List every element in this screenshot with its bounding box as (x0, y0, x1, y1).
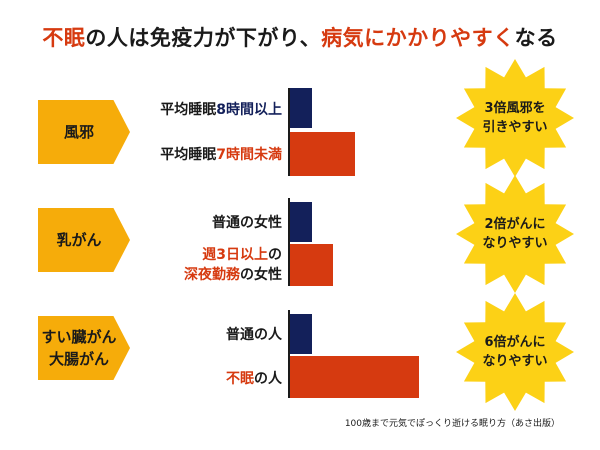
bar-under-7h-sleep (290, 132, 355, 176)
annotation-text: 3倍風邪を 引きやすい (482, 101, 548, 135)
annotation-text: 6倍がんに なりやすい (482, 335, 548, 369)
title-highlight-illness: 病気にかかりやすく (321, 26, 515, 50)
starburst-shape (456, 59, 574, 177)
axis-line-cancer (288, 310, 290, 398)
label-text: 普通の女性 (212, 215, 282, 231)
category-tag-pancreatic-colon-cancer: すい臓がん 大腸がん (38, 316, 130, 380)
title-text-end: なる (514, 26, 558, 50)
bar-insomnia-people (290, 356, 419, 398)
starburst-annotation-breast-cancer: 2倍がんに なりやすい (455, 174, 575, 294)
category-label: すい臓がん 大腸がん (41, 328, 117, 368)
bar-8h-sleep (290, 88, 312, 128)
category-tag-breast-cancer: 乳がん (38, 208, 130, 272)
bar-label-normal-women: 普通の女性 (212, 213, 282, 233)
label-row: 週3日以上の (184, 245, 282, 265)
starburst-annotation-cancer: 6倍がんに なりやすい (455, 292, 575, 412)
bar-normal-women (290, 202, 312, 242)
label-highlight: 週3日以上 (202, 247, 268, 263)
label-text: の (268, 247, 282, 263)
category-label: 風邪 (63, 123, 94, 141)
title-highlight-insomnia: 不眠 (42, 26, 86, 50)
bar-night-shift-women (290, 244, 333, 286)
label-highlight: 8時間以上 (216, 102, 282, 118)
axis-line-cold (288, 88, 290, 176)
bar-label-8h-sleep: 平均睡眠8時間以上 (160, 100, 282, 120)
starburst-annotation-cold: 3倍風邪を 引きやすい (455, 58, 575, 178)
label-highlight: 深夜勤務 (184, 267, 240, 283)
bar-normal-people (290, 314, 312, 354)
category-label: 乳がん (56, 231, 102, 249)
starburst-shape (456, 293, 574, 411)
label-row: 深夜勤務の女性 (184, 265, 282, 285)
label-text: の女性 (240, 267, 282, 283)
bar-label-insomnia-people: 不眠の人 (226, 369, 282, 389)
label-text: 平均睡眠 (160, 147, 217, 163)
category-tag-cold: 風邪 (38, 100, 130, 164)
label-highlight: 7時間未満 (216, 147, 282, 163)
label-text: 平均睡眠 (160, 102, 217, 118)
starburst-shape (456, 175, 574, 293)
bar-label-under-7h-sleep: 平均睡眠7時間未満 (160, 145, 282, 165)
page-title: 不眠の人は免疫力が下がり、病気にかかりやすくなる (0, 22, 600, 52)
label-text: の人 (254, 371, 282, 387)
bar-label-night-shift-women: 週3日以上の 深夜勤務の女性 (184, 245, 282, 285)
bar-label-normal-people: 普通の人 (226, 325, 282, 345)
source-citation: 100歳まで元気でぽっくり逝ける眠り方（あさ出版） (344, 419, 560, 429)
label-highlight: 不眠 (226, 371, 254, 387)
title-text: の人は免疫力が下がり、 (85, 26, 322, 50)
axis-line-breast-cancer (288, 198, 290, 286)
label-text: 普通の人 (226, 327, 282, 343)
annotation-text: 2倍がんに なりやすい (482, 217, 548, 251)
